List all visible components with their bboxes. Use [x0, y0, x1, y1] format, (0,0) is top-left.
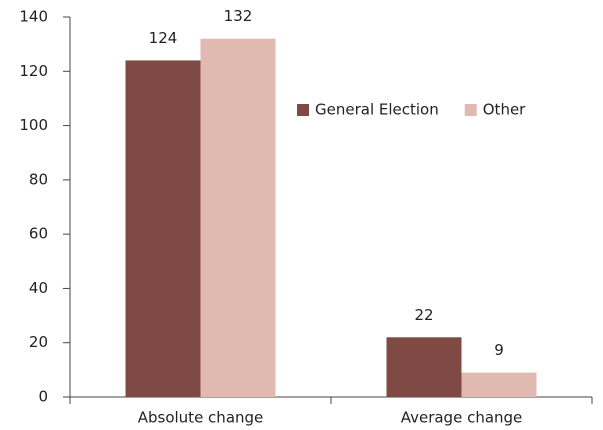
legend-label: General Election [315, 101, 439, 119]
y-tick-label: 100 [19, 116, 48, 134]
y-tick-label: 80 [29, 170, 48, 188]
y-tick-label: 0 [38, 388, 48, 406]
data-label: 9 [494, 341, 504, 359]
data-label: 22 [414, 306, 433, 324]
y-tick-label: 120 [19, 62, 48, 80]
x-tick-label: Average change [401, 409, 523, 427]
bar [386, 337, 462, 397]
x-tick-label: Absolute change [138, 409, 264, 427]
data-label: 124 [149, 29, 178, 47]
y-tick-label: 60 [29, 225, 48, 243]
legend-label: Other [483, 101, 526, 119]
legend-swatch [464, 104, 477, 116]
bar [125, 60, 201, 398]
legend-swatch [297, 104, 309, 116]
data-label: 132 [224, 7, 253, 25]
bar [461, 372, 537, 397]
y-tick-label: 40 [29, 279, 48, 297]
y-tick-label: 140 [19, 8, 48, 26]
bar [200, 38, 276, 397]
y-tick-label: 20 [29, 333, 48, 351]
